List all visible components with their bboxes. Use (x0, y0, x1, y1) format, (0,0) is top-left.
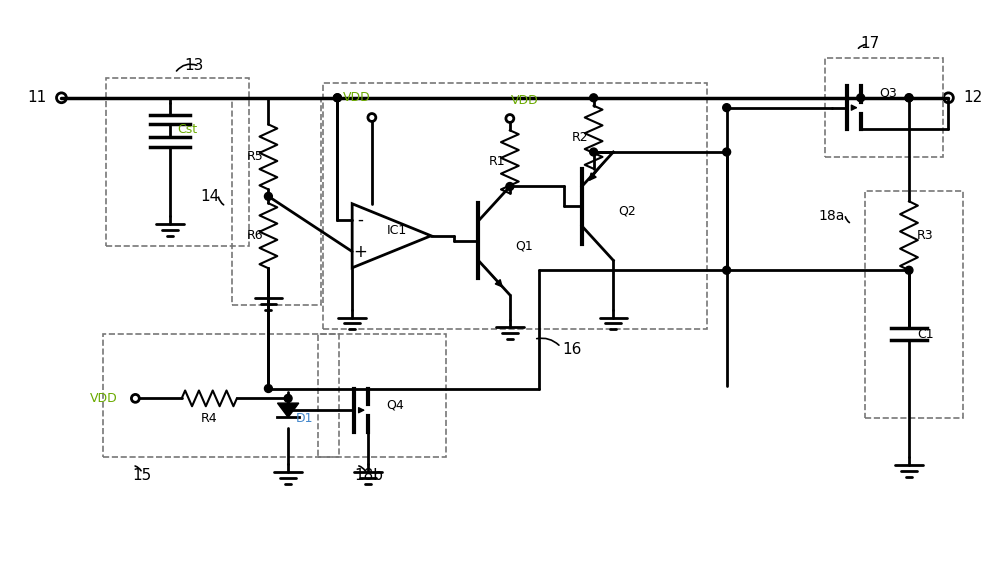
Text: 11: 11 (27, 90, 46, 105)
Bar (323, 83, 707, 329)
Circle shape (333, 94, 341, 102)
Text: R6: R6 (247, 229, 263, 242)
Text: VDD: VDD (343, 91, 371, 104)
Text: R3: R3 (917, 229, 933, 242)
Bar (106, 78, 249, 246)
Text: 15: 15 (133, 467, 152, 483)
Circle shape (905, 266, 913, 274)
Circle shape (506, 182, 514, 190)
Text: 13: 13 (185, 58, 204, 73)
Text: Cst: Cst (178, 123, 198, 136)
Text: R1: R1 (488, 155, 505, 168)
Text: +: + (353, 243, 367, 260)
Text: 17: 17 (860, 36, 879, 51)
Text: 12: 12 (963, 90, 983, 105)
Polygon shape (277, 403, 299, 417)
Circle shape (264, 193, 272, 200)
Circle shape (590, 94, 598, 102)
Circle shape (264, 385, 272, 393)
Text: C1: C1 (917, 328, 933, 341)
Text: VDD: VDD (90, 392, 118, 405)
Text: Q2: Q2 (618, 205, 636, 217)
Circle shape (723, 104, 731, 112)
Text: R2: R2 (572, 131, 589, 144)
Circle shape (723, 266, 731, 274)
Circle shape (284, 394, 292, 402)
Text: -: - (357, 211, 363, 229)
Text: 16: 16 (563, 342, 582, 356)
Bar (232, 98, 321, 305)
Circle shape (590, 148, 598, 156)
Text: Q3: Q3 (879, 86, 897, 99)
Text: VDD: VDD (511, 94, 539, 108)
Text: D1: D1 (296, 412, 314, 424)
Text: 18b: 18b (354, 467, 383, 483)
Bar (825, 59, 943, 157)
Circle shape (905, 94, 913, 102)
Circle shape (723, 148, 731, 156)
Circle shape (333, 94, 341, 102)
Text: 14: 14 (200, 189, 219, 204)
Text: R5: R5 (247, 151, 263, 163)
Text: IC1: IC1 (386, 224, 407, 237)
Circle shape (905, 94, 913, 102)
Text: 18a: 18a (819, 209, 845, 223)
Text: Q4: Q4 (387, 399, 404, 412)
Bar (865, 191, 963, 418)
Bar (103, 334, 339, 458)
Bar (318, 334, 446, 458)
Text: R4: R4 (201, 412, 218, 425)
Circle shape (857, 94, 865, 102)
Text: Q1: Q1 (515, 239, 533, 252)
